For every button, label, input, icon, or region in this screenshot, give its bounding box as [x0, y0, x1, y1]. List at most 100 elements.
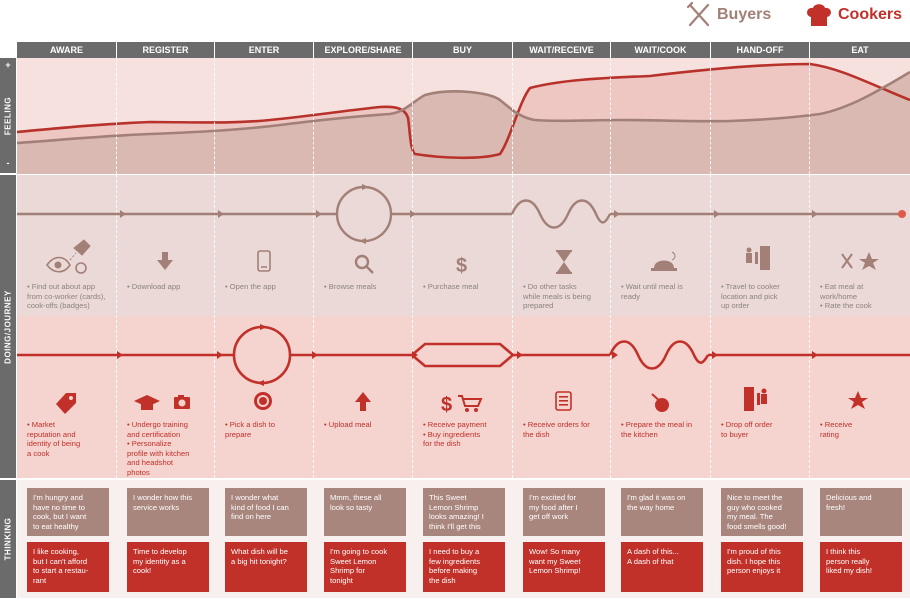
text-line: the way home — [627, 502, 675, 512]
cooker-action-cell: • Drop off order to buyer — [721, 420, 807, 439]
cooker-thought-cell: Wow! So many want my Sweet Lemon Shrimp! — [523, 542, 605, 592]
graduation-camera-icon — [134, 395, 190, 410]
cooker-action-cell: • Undergo training and certification • Per… — [127, 420, 213, 478]
cloche-icon — [651, 251, 677, 271]
buyer-arrow — [812, 210, 818, 218]
stir-icon — [651, 393, 669, 412]
cooker-action-cell: • Receive rating — [820, 420, 906, 439]
row-label-feeling: FEELING — [0, 58, 16, 173]
text-line: What dish will be — [231, 547, 288, 556]
text-line: • Purchase meal — [423, 282, 479, 291]
buyer-arrow — [714, 210, 720, 218]
text-line: rating — [820, 429, 839, 439]
text-line: fresh! — [826, 502, 845, 512]
record-icon — [254, 392, 272, 410]
text-line: to buyer — [721, 429, 749, 439]
column-divider — [610, 175, 611, 478]
dollar-icon: $ — [456, 255, 467, 277]
text-line: location and pick — [721, 291, 778, 301]
text-line: cook! — [133, 566, 152, 576]
text-line: • Browse meals — [324, 282, 377, 291]
text-line: liked my dish! — [826, 566, 873, 576]
text-line: • Do other tasks — [523, 282, 577, 291]
buyer-line-end — [898, 210, 906, 218]
column-divider — [512, 58, 513, 174]
text-line: for the dish — [423, 439, 461, 449]
cooker-arrow — [312, 351, 318, 359]
buyer-feeling-area — [17, 72, 910, 174]
text-line: the dish — [429, 575, 456, 585]
text-line: • Eat meal at — [820, 282, 864, 291]
column-divider — [412, 175, 413, 478]
text-line: find on here — [231, 512, 272, 522]
upload-icon — [355, 392, 371, 411]
door-exit-icon — [744, 387, 767, 411]
row-label-thinking: THINKING — [0, 480, 16, 598]
search-icon — [354, 254, 374, 274]
text-line: kind of food I can — [231, 502, 289, 512]
feeling-minus: - — [6, 158, 10, 168]
stage-header-explore-share: EXPLORE/SHARE — [314, 42, 412, 58]
text-line: I'm excited for — [529, 493, 577, 502]
text-line: prepare — [225, 429, 252, 439]
text-line: Lemon Shrimp — [429, 502, 479, 512]
column-divider — [214, 175, 215, 478]
text-line: Lemon Shrimp! — [529, 566, 581, 576]
text-line: to start a restau- — [33, 566, 89, 576]
buyer-loop-arrow — [362, 184, 369, 190]
text-line: to eat healthy — [33, 521, 79, 531]
text-line: a big hit tonight? — [231, 556, 287, 566]
text-line: dish. I hope this — [727, 556, 781, 566]
cooker-action-cell: • Receive orders for the dish — [523, 420, 609, 439]
row-label-doing: DOING/JOURNEY — [0, 175, 16, 478]
text-line: get off work — [529, 512, 569, 522]
text-line: reputation and — [27, 429, 76, 439]
text-line: • Receive — [820, 420, 853, 429]
buyer-thought-cell: Nice to meet the guy who cooked my meal. T… — [721, 488, 803, 536]
text-line: from co-worker (cards), — [27, 291, 106, 301]
text-line: • Upload meal — [324, 420, 372, 429]
text-line: I need to buy a — [429, 547, 480, 556]
text-line: food smells good! — [727, 521, 787, 531]
text-line: • Drop off order — [721, 420, 773, 429]
stage-header-register: REGISTER — [117, 42, 214, 58]
text-line: I wonder how this — [133, 493, 193, 502]
text-line: Sweet Lemon — [330, 556, 377, 566]
text-line: • Receive orders for — [523, 420, 590, 429]
feeling-plus: + — [5, 60, 11, 70]
cooker-action-cell: • Upload meal — [324, 420, 410, 430]
star-icon — [848, 391, 868, 409]
hourglass-icon — [556, 250, 572, 274]
text-line: I like cooking, — [33, 547, 80, 556]
fork-knife-star-icon — [841, 252, 879, 270]
cooker-thought-cell: A dash of this... A dash of that — [621, 542, 703, 592]
text-line: few ingredients — [429, 556, 481, 566]
buyer-arrow — [410, 210, 416, 218]
door-person-icon — [746, 246, 770, 270]
text-line: I think this — [826, 547, 861, 556]
cooker-loop-arrow — [260, 324, 267, 330]
text-line: I'm going to cook — [330, 547, 388, 556]
text-line: and certification — [127, 429, 181, 439]
cooker-feeling-line — [16, 62, 910, 160]
text-line: the dish — [523, 429, 550, 439]
buyer-thought-cell: I'm hungry and have no time to cook, but I… — [27, 488, 109, 536]
text-line: tonight — [330, 575, 353, 585]
text-line: guy who cooked — [727, 502, 782, 512]
dollar-cart-icon: $ — [441, 394, 483, 416]
text-line: A dash of that — [627, 556, 674, 566]
stage-header-enter: ENTER — [215, 42, 313, 58]
text-line: want my Sweet — [529, 556, 581, 566]
cooker-arrow — [612, 351, 618, 359]
buyer-arrow — [218, 210, 224, 218]
buyer-action-cell: • Wait until meal is ready — [621, 282, 707, 301]
text-line: • Wait until meal is — [621, 282, 683, 291]
column-divider — [412, 58, 413, 174]
buyer-action-cell: • Open the app — [225, 282, 311, 292]
buyer-thought-cell: I'm glad it was on the way home — [621, 488, 703, 536]
text-line: • Download app — [127, 282, 181, 291]
text-line: This Sweet — [429, 493, 467, 502]
text-line: • Travel to cooker — [721, 282, 780, 291]
cooker-thought-cell: I'm proud of this dish. I hope this person… — [721, 542, 803, 592]
cooker-action-cell: • Prepare the meal in the kitchen — [621, 420, 707, 439]
